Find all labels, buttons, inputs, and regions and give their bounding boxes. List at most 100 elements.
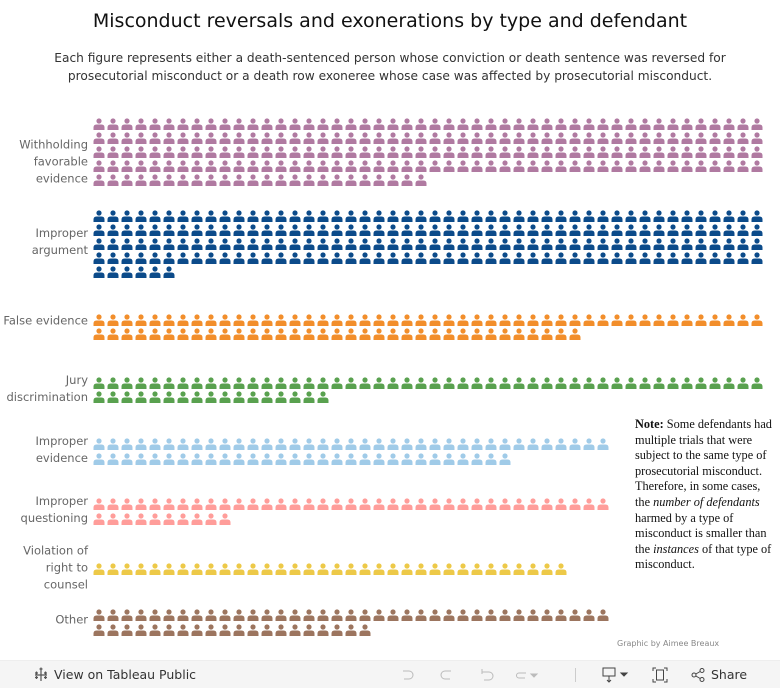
person-icon <box>93 374 105 389</box>
person-icon <box>317 157 329 172</box>
person-icon <box>331 129 343 144</box>
person-icon <box>261 129 273 144</box>
person-icon <box>317 115 329 130</box>
person-icon <box>499 606 511 621</box>
person-icon <box>457 495 469 510</box>
share-button[interactable]: Share <box>690 661 747 688</box>
person-icon <box>121 129 133 144</box>
person-icon <box>275 235 287 250</box>
person-icon <box>205 374 217 389</box>
person-icon <box>135 129 147 144</box>
redo-icon <box>440 670 451 679</box>
person-icon <box>583 207 595 222</box>
undo-button[interactable] <box>400 661 414 688</box>
revert-button[interactable] <box>480 661 494 688</box>
redo-button[interactable] <box>440 661 454 688</box>
person-icon <box>541 129 553 144</box>
person-icon <box>401 221 413 236</box>
person-icon <box>373 374 385 389</box>
person-icon <box>625 115 637 130</box>
person-icon <box>233 129 245 144</box>
person-icon <box>233 325 245 340</box>
person-icon <box>289 129 301 144</box>
person-icon <box>471 221 483 236</box>
person-icon <box>737 249 749 264</box>
person-icon <box>695 115 707 130</box>
person-icon <box>247 143 259 158</box>
person-icon <box>471 560 483 575</box>
person-icon <box>485 560 497 575</box>
person-icon <box>653 143 665 158</box>
person-icon <box>205 435 217 450</box>
person-icon <box>121 311 133 326</box>
fullscreen-button[interactable] <box>652 661 668 688</box>
person-icon <box>149 435 161 450</box>
person-icon <box>149 115 161 130</box>
person-icon <box>737 221 749 236</box>
person-icon <box>149 171 161 186</box>
person-icon <box>107 325 119 340</box>
person-icon <box>331 560 343 575</box>
person-icon <box>723 207 735 222</box>
person-icon <box>457 325 469 340</box>
person-icon <box>625 235 637 250</box>
person-icon <box>527 235 539 250</box>
person-icon <box>485 495 497 510</box>
person-icon <box>597 606 609 621</box>
person-icon <box>443 221 455 236</box>
person-icon <box>191 560 203 575</box>
person-icon <box>667 157 679 172</box>
person-icon <box>485 325 497 340</box>
person-icon <box>387 606 399 621</box>
note-text: Note: Some defendants had multiple trial… <box>635 417 775 573</box>
person-icon <box>709 129 721 144</box>
person-icon <box>415 495 427 510</box>
person-icon <box>387 435 399 450</box>
person-icon <box>233 115 245 130</box>
person-icon <box>177 171 189 186</box>
person-icon <box>639 249 651 264</box>
person-icon <box>513 249 525 264</box>
person-icon <box>653 311 665 326</box>
person-icon <box>219 115 231 130</box>
person-icon <box>107 171 119 186</box>
person-icon <box>247 450 259 465</box>
person-icon <box>527 207 539 222</box>
chart-title: Misconduct reversals and exonerations by… <box>92 10 688 32</box>
person-icon <box>415 171 427 186</box>
divider <box>575 668 576 682</box>
person-icon <box>429 235 441 250</box>
person-icon <box>163 157 175 172</box>
refresh-button[interactable] <box>515 661 539 688</box>
person-icon <box>303 374 315 389</box>
note-part: of that type of misconduct. <box>635 541 772 572</box>
person-icon <box>289 560 301 575</box>
person-icon <box>345 115 357 130</box>
person-icon <box>387 374 399 389</box>
person-icon <box>527 495 539 510</box>
person-icon <box>107 510 119 525</box>
person-icon <box>93 311 105 326</box>
person-icon <box>401 235 413 250</box>
person-icon <box>653 115 665 130</box>
view-on-tableau-button[interactable]: View on Tableau Public <box>33 661 196 688</box>
person-icon <box>541 157 553 172</box>
person-icon <box>107 560 119 575</box>
tableau-toolbar: View on Tableau Public Share <box>0 660 780 688</box>
person-icon <box>233 621 245 636</box>
pictogram-chart: Withholding favorable evidence Improper argu… <box>3 115 763 636</box>
person-icon <box>303 143 315 158</box>
person-icon <box>569 311 581 326</box>
person-icon <box>163 388 175 403</box>
person-icon <box>709 221 721 236</box>
person-icon <box>135 311 147 326</box>
person-icon <box>471 311 483 326</box>
person-icon <box>149 374 161 389</box>
person-icon <box>639 221 651 236</box>
category-label-line: evidence <box>35 451 88 465</box>
person-icon <box>387 115 399 130</box>
person-icon <box>541 606 553 621</box>
person-icon <box>499 221 511 236</box>
person-icon <box>177 129 189 144</box>
download-button[interactable] <box>602 661 630 688</box>
